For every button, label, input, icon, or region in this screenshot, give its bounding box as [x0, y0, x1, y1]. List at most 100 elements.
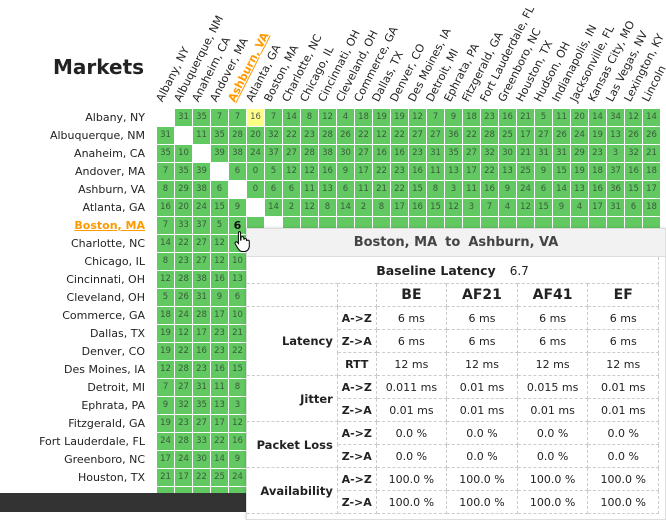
matrix-cell[interactable]: 27 — [427, 127, 444, 144]
matrix-cell[interactable]: 17 — [643, 181, 660, 198]
row-header[interactable]: Commerce, GA — [62, 309, 145, 322]
matrix-cell[interactable]: 6 — [265, 181, 282, 198]
matrix-cell[interactable]: 7 — [211, 109, 228, 126]
matrix-cell[interactable]: 24 — [193, 199, 210, 216]
matrix-cell[interactable]: 27 — [193, 415, 210, 432]
matrix-cell[interactable]: 14 — [337, 199, 354, 216]
matrix-cell[interactable]: 22 — [355, 127, 372, 144]
matrix-cell[interactable]: 3 — [607, 145, 624, 162]
matrix-cell[interactable]: 24 — [571, 127, 588, 144]
matrix-cell[interactable]: 4 — [337, 109, 354, 126]
column-header[interactable]: Fitzgerald, GA — [459, 0, 505, 104]
matrix-cell[interactable]: 35 — [157, 145, 174, 162]
matrix-cell[interactable]: 16 — [211, 361, 228, 378]
matrix-cell[interactable]: 36 — [445, 127, 462, 144]
row-header[interactable]: Boston, MA — [74, 219, 145, 232]
matrix-cell[interactable]: 23 — [589, 145, 606, 162]
matrix-cell[interactable]: 32 — [481, 145, 498, 162]
matrix-cell[interactable]: 38 — [193, 271, 210, 288]
matrix-cell[interactable]: 15 — [625, 181, 642, 198]
matrix-cell[interactable]: 12 — [301, 199, 318, 216]
matrix-cell[interactable]: 20 — [571, 109, 588, 126]
matrix-cell[interactable]: 31 — [175, 109, 192, 126]
matrix-cell[interactable]: 18 — [589, 163, 606, 180]
matrix-cell[interactable]: 35 — [175, 163, 192, 180]
matrix-cell[interactable]: 12 — [229, 415, 246, 432]
matrix-cell[interactable]: 15 — [211, 199, 228, 216]
matrix-cell[interactable]: 23 — [175, 253, 192, 270]
matrix-cell[interactable]: 11 — [463, 181, 480, 198]
matrix-cell[interactable]: 26 — [643, 127, 660, 144]
matrix-cell[interactable]: 23 — [301, 127, 318, 144]
matrix-cell[interactable]: 17 — [193, 325, 210, 342]
matrix-cell[interactable]: 32 — [175, 397, 192, 414]
column-header[interactable]: Albany, NY — [153, 0, 192, 104]
matrix-cell[interactable]: 5 — [535, 109, 552, 126]
matrix-cell[interactable]: 23 — [211, 325, 228, 342]
column-header[interactable]: Ashburn, VA — [225, 0, 271, 104]
matrix-cell[interactable]: 16 — [193, 343, 210, 360]
matrix-cell[interactable]: 22 — [463, 127, 480, 144]
matrix-cell[interactable]: 24 — [175, 451, 192, 468]
matrix-cell[interactable]: 17 — [211, 307, 228, 324]
row-header[interactable]: Ashburn, VA — [78, 183, 145, 196]
matrix-cell[interactable]: 27 — [175, 379, 192, 396]
matrix-cell[interactable]: 22 — [211, 433, 228, 450]
matrix-cell[interactable]: 30 — [499, 145, 516, 162]
matrix-cell[interactable]: 5 — [157, 289, 174, 306]
matrix-cell[interactable]: 19 — [157, 325, 174, 342]
matrix-cell[interactable]: 28 — [319, 127, 336, 144]
matrix-cell[interactable]: 6 — [625, 199, 642, 216]
matrix-cell[interactable]: 19 — [373, 109, 390, 126]
matrix-cell[interactable]: 7 — [427, 109, 444, 126]
matrix-cell[interactable]: 39 — [193, 163, 210, 180]
row-header[interactable]: Chicago, IL — [84, 255, 145, 268]
matrix-cell[interactable]: 17 — [517, 127, 534, 144]
matrix-cell[interactable]: 15 — [409, 181, 426, 198]
column-header[interactable]: Lexington, KY — [621, 0, 666, 104]
matrix-cell[interactable]: 12 — [175, 325, 192, 342]
matrix-cell[interactable]: 9 — [499, 181, 516, 198]
matrix-cell[interactable]: 22 — [283, 127, 300, 144]
column-header[interactable]: Cincinnati, OH — [315, 0, 362, 104]
matrix-cell[interactable]: 28 — [175, 271, 192, 288]
matrix-cell[interactable]: 21 — [373, 181, 390, 198]
matrix-cell[interactable]: 23 — [481, 109, 498, 126]
matrix-cell[interactable]: 9 — [229, 199, 246, 216]
matrix-cell-empty[interactable] — [211, 163, 228, 180]
matrix-cell[interactable]: 37 — [265, 145, 282, 162]
matrix-cell[interactable]: 20 — [247, 127, 264, 144]
matrix-cell[interactable]: 2 — [355, 199, 372, 216]
matrix-cell[interactable]: 8 — [229, 379, 246, 396]
matrix-cell[interactable]: 35 — [211, 127, 228, 144]
row-header[interactable]: Atlanta, GA — [82, 201, 145, 214]
matrix-cell[interactable]: 14 — [211, 451, 228, 468]
matrix-cell[interactable]: 11 — [301, 181, 318, 198]
matrix-cell[interactable]: 16 — [409, 163, 426, 180]
matrix-cell[interactable]: 21 — [229, 325, 246, 342]
matrix-cell[interactable]: 12 — [373, 127, 390, 144]
matrix-cell[interactable]: 11 — [553, 109, 570, 126]
matrix-cell[interactable]: 18 — [643, 163, 660, 180]
column-header[interactable]: Kansas City, MO — [585, 0, 637, 104]
matrix-cell[interactable]: 15 — [553, 163, 570, 180]
matrix-cell[interactable]: 12 — [319, 109, 336, 126]
matrix-cell[interactable]: 19 — [157, 343, 174, 360]
matrix-cell[interactable]: 12 — [211, 235, 228, 252]
matrix-cell[interactable]: 17 — [175, 469, 192, 486]
row-header[interactable]: Dallas, TX — [89, 327, 145, 340]
matrix-cell[interactable]: 9 — [157, 397, 174, 414]
matrix-cell[interactable]: 22 — [229, 343, 246, 360]
matrix-cell[interactable]: 16 — [391, 145, 408, 162]
matrix-cell[interactable]: 13 — [571, 181, 588, 198]
matrix-cell[interactable]: 7 — [157, 379, 174, 396]
matrix-cell[interactable]: 12 — [157, 361, 174, 378]
matrix-cell[interactable]: 6 — [337, 181, 354, 198]
matrix-cell[interactable]: 28 — [193, 307, 210, 324]
matrix-cell[interactable]: 22 — [175, 235, 192, 252]
matrix-cell[interactable]: 5 — [211, 217, 228, 234]
matrix-cell[interactable]: 9 — [211, 289, 228, 306]
row-header[interactable]: Greenboro, NC — [64, 453, 145, 466]
matrix-cell[interactable]: 13 — [445, 163, 462, 180]
row-header[interactable]: Des Moines, IA — [64, 363, 145, 376]
